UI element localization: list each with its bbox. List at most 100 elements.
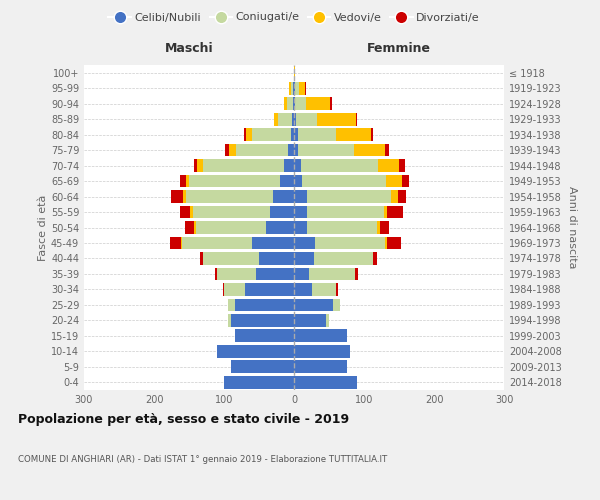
Bar	[190, 206, 193, 218]
Bar	[284, 159, 294, 172]
Bar	[231, 360, 294, 373]
Bar	[377, 221, 380, 234]
Text: Femmine: Femmine	[367, 42, 431, 55]
Bar	[294, 159, 301, 172]
Y-axis label: Fasce di età: Fasce di età	[38, 194, 48, 260]
Bar	[193, 206, 269, 218]
Bar	[298, 128, 336, 141]
Bar	[294, 66, 295, 79]
Bar	[235, 298, 294, 311]
Bar	[247, 128, 252, 141]
Bar	[235, 330, 294, 342]
Bar	[199, 252, 203, 265]
Bar	[353, 144, 385, 156]
Bar	[336, 128, 371, 141]
Bar	[252, 128, 290, 141]
Bar	[293, 98, 294, 110]
Bar	[245, 283, 294, 296]
Bar	[289, 82, 290, 94]
Bar	[294, 252, 314, 265]
Bar	[217, 345, 294, 358]
Bar	[224, 376, 294, 388]
Bar	[299, 82, 305, 94]
Bar	[203, 252, 259, 265]
Bar	[310, 268, 355, 280]
Bar	[170, 236, 181, 250]
Text: COMUNE DI ANGHIARI (AR) - Dati ISTAT 1° gennaio 2019 - Elaborazione TUTTITALIA.I: COMUNE DI ANGHIARI (AR) - Dati ISTAT 1° …	[18, 455, 387, 464]
Bar	[331, 98, 332, 110]
Bar	[231, 314, 294, 326]
Bar	[294, 283, 311, 296]
Bar	[325, 314, 329, 326]
Bar	[294, 190, 307, 203]
Bar	[290, 82, 293, 94]
Text: Popolazione per età, sesso e stato civile - 2019: Popolazione per età, sesso e stato civil…	[18, 412, 349, 426]
Bar	[292, 113, 294, 126]
Bar	[278, 113, 292, 126]
Bar	[171, 190, 184, 203]
Bar	[290, 128, 294, 141]
Bar	[226, 144, 229, 156]
Bar	[294, 128, 298, 141]
Bar	[273, 190, 294, 203]
Bar	[294, 376, 357, 388]
Bar	[305, 82, 306, 94]
Bar	[373, 252, 377, 265]
Y-axis label: Anni di nascita: Anni di nascita	[567, 186, 577, 269]
Bar	[294, 82, 295, 94]
Bar	[236, 144, 289, 156]
Bar	[306, 98, 331, 110]
Bar	[203, 159, 284, 172]
Bar	[194, 159, 197, 172]
Bar	[378, 159, 399, 172]
Bar	[294, 298, 332, 311]
Bar	[197, 159, 203, 172]
Bar	[294, 113, 296, 126]
Bar	[391, 190, 398, 203]
Bar	[284, 98, 287, 110]
Bar	[294, 330, 347, 342]
Bar	[296, 113, 317, 126]
Bar	[332, 298, 340, 311]
Bar	[185, 174, 189, 188]
Bar	[371, 128, 373, 141]
Bar	[298, 144, 353, 156]
Bar	[185, 221, 194, 234]
Bar	[224, 283, 245, 296]
Bar	[317, 113, 356, 126]
Bar	[252, 236, 294, 250]
Bar	[307, 206, 383, 218]
Bar	[217, 268, 256, 280]
Bar	[294, 98, 295, 110]
Bar	[194, 221, 196, 234]
Bar	[280, 174, 294, 188]
Bar	[380, 221, 389, 234]
Bar	[294, 236, 315, 250]
Bar	[229, 144, 236, 156]
Bar	[182, 236, 252, 250]
Bar	[398, 190, 406, 203]
Bar	[184, 190, 185, 203]
Bar	[227, 298, 235, 311]
Bar	[294, 314, 325, 326]
Bar	[402, 174, 409, 188]
Bar	[295, 98, 306, 110]
Bar	[302, 174, 386, 188]
Bar	[294, 206, 307, 218]
Bar	[189, 174, 280, 188]
Bar	[311, 283, 336, 296]
Bar	[387, 206, 403, 218]
Bar	[355, 268, 358, 280]
Bar	[301, 159, 378, 172]
Bar	[386, 174, 402, 188]
Bar	[256, 268, 294, 280]
Bar	[244, 128, 247, 141]
Bar	[259, 252, 294, 265]
Bar	[314, 252, 373, 265]
Legend: Celibi/Nubili, Coniugati/e, Vedovi/e, Divorziati/e: Celibi/Nubili, Coniugati/e, Vedovi/e, Di…	[104, 8, 484, 27]
Bar	[266, 221, 294, 234]
Bar	[185, 190, 273, 203]
Bar	[385, 144, 389, 156]
Bar	[294, 144, 298, 156]
Bar	[315, 236, 385, 250]
